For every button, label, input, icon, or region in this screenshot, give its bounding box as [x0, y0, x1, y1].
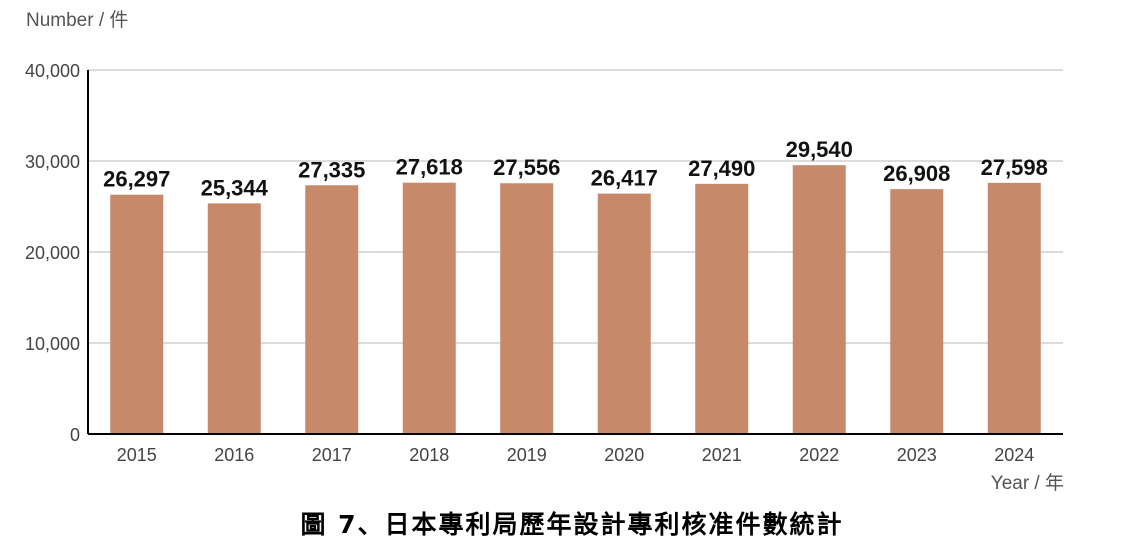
figure-caption: 圖 7、日本專利局歷年設計專利核准件數統計 — [300, 510, 844, 539]
bar — [207, 203, 261, 434]
y-tick-label: 30,000 — [25, 152, 80, 172]
bar — [695, 183, 749, 434]
x-tick-label: 2015 — [117, 445, 157, 465]
x-tick-label: 2017 — [312, 445, 352, 465]
data-label: 27,335 — [298, 157, 365, 182]
bar — [597, 193, 651, 434]
y-tick-label: 0 — [70, 425, 80, 445]
x-tick-label: 2024 — [994, 445, 1034, 465]
bar — [305, 185, 359, 434]
bar — [890, 189, 944, 434]
x-tick-label: 2016 — [214, 445, 254, 465]
data-label: 27,556 — [493, 155, 560, 180]
bar — [110, 194, 164, 434]
data-label: 27,490 — [688, 156, 755, 181]
data-label: 27,598 — [981, 155, 1048, 180]
x-tick-label: 2019 — [507, 445, 547, 465]
x-tick-label: 2021 — [702, 445, 742, 465]
y-tick-labels: 0 10,000 20,000 30,000 40,000 — [25, 61, 80, 445]
data-labels: 26,297 25,344 27,335 27,618 27,556 26,417 27,4… — [103, 137, 1048, 200]
x-tick-label: 2023 — [897, 445, 937, 465]
x-tick-labels: 2015 2016 2017 2018 2019 2020 2021 2022 2023 2024 — [117, 445, 1035, 465]
y-axis-title: Number / 件 — [26, 9, 128, 31]
bar — [500, 183, 554, 434]
data-label: 27,618 — [396, 155, 463, 180]
data-label: 29,540 — [786, 137, 853, 162]
bar — [987, 182, 1041, 434]
axes — [87, 70, 1063, 435]
data-label: 25,344 — [201, 175, 269, 200]
y-tick-label: 10,000 — [25, 334, 80, 354]
bar — [402, 182, 456, 434]
x-axis-title: Year / 年 — [991, 472, 1064, 494]
x-tick-label: 2022 — [799, 445, 839, 465]
y-tick-label: 20,000 — [25, 243, 80, 263]
x-tick-label: 2018 — [409, 445, 449, 465]
bar — [792, 165, 846, 434]
data-label: 26,417 — [591, 166, 658, 191]
y-tick-label: 40,000 — [25, 61, 80, 81]
data-label: 26,297 — [103, 167, 170, 192]
x-tick-label: 2020 — [604, 445, 644, 465]
bars — [110, 165, 1041, 434]
data-label: 26,908 — [883, 161, 950, 186]
